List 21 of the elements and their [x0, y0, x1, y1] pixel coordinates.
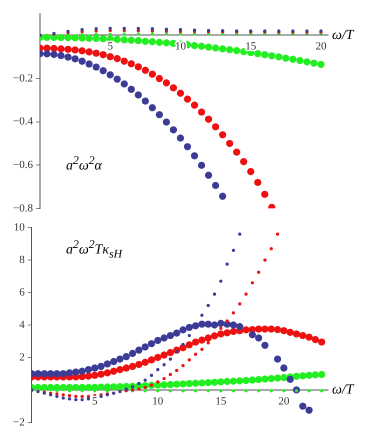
y-tick-label: 6: [19, 286, 26, 298]
x-axis-title: ω/T: [332, 382, 355, 398]
x-tick-label: 15: [245, 40, 257, 53]
y-axis-title: a$^{2}$ω$^{2}$Tκ$_{sH}$: [66, 238, 122, 260]
y-axis-title: a$^{2}$ω$^{2}$α: [66, 154, 102, 175]
x-tick-label: 15: [215, 395, 227, 408]
x-tick-label: 10: [152, 395, 164, 408]
y-tick-label: 2: [19, 351, 25, 364]
y-tick-label: 4: [19, 318, 26, 331]
y-tick-label: −2: [12, 416, 25, 428]
x-axis-title: ω/T: [332, 28, 355, 43]
y-tick-label: 10: [14, 221, 26, 234]
x-tick-label: 5: [107, 40, 114, 53]
y-tick-label: −0.2: [12, 72, 33, 84]
x-tick-label: 5: [92, 395, 98, 408]
y-tick-label: −0.4: [12, 116, 34, 128]
y-tick-label: −0.6: [12, 159, 34, 171]
y-tick-label: 8: [19, 254, 26, 266]
y-tick-label: −0.8: [12, 202, 34, 214]
x-tick-label: 20: [315, 40, 327, 53]
x-tick-label: 20: [278, 395, 290, 408]
